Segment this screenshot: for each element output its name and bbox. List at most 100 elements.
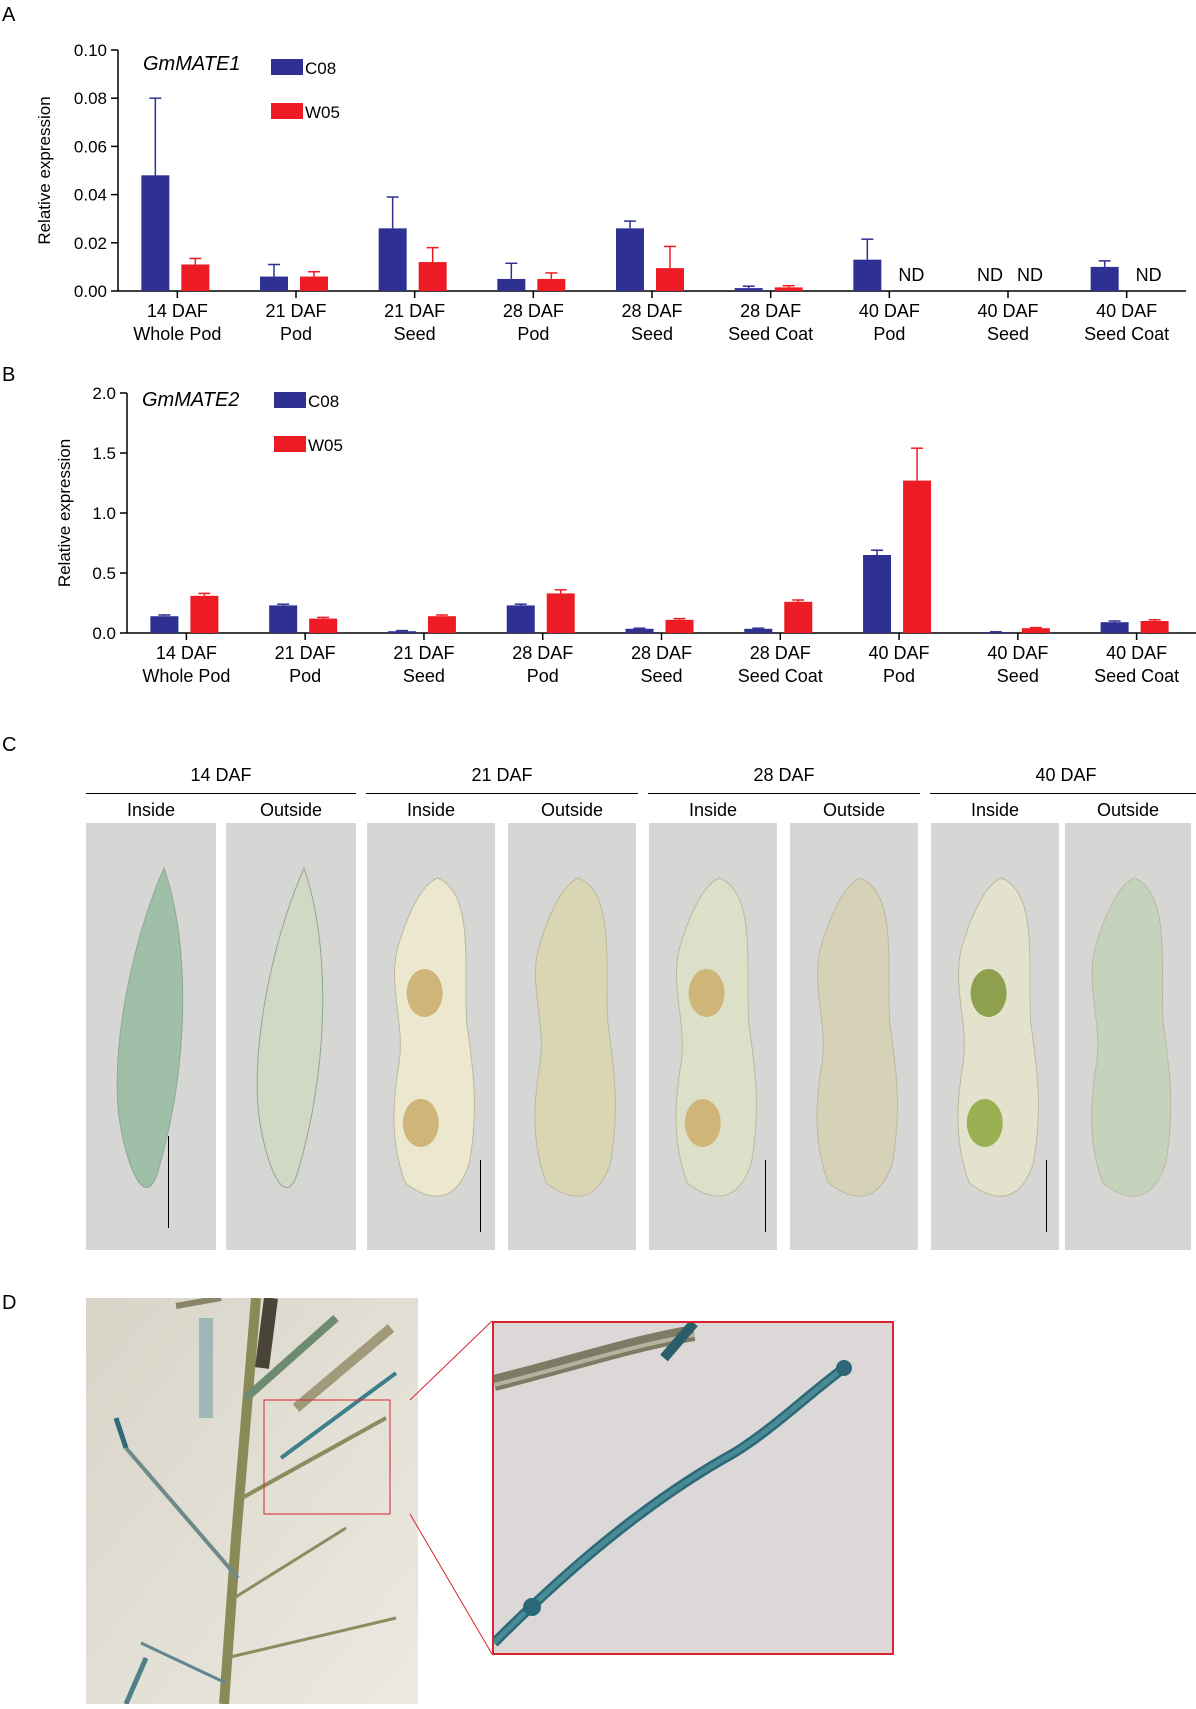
bar-c08 — [506, 605, 535, 633]
bar-w05 — [665, 619, 694, 633]
stage-divider — [648, 793, 920, 794]
legend-label-w05: W05 — [305, 103, 340, 122]
panel-letter-a: A — [2, 4, 16, 26]
x-tick-label: 14 DAF — [156, 643, 217, 663]
x-tick-label: 28 DAF — [503, 301, 564, 321]
bar-w05 — [903, 480, 932, 633]
y-axis-label: Relative expression — [55, 439, 74, 587]
plant-branch-photo — [86, 1295, 418, 1705]
pod-photo — [508, 823, 636, 1250]
x-tick-label: 40 DAF — [869, 643, 930, 663]
x-tick-label: 21 DAF — [393, 643, 454, 663]
side-label: Outside — [259, 800, 323, 820]
side-label: Inside — [406, 800, 456, 820]
bar-c08 — [734, 288, 763, 291]
panel-letter-d: D — [2, 1292, 17, 1314]
nd-label: ND — [977, 265, 1003, 285]
legend-label-c08: C08 — [308, 392, 339, 411]
scale-bar — [765, 1160, 766, 1232]
chart-gmmate1: 0.00 0.02 0.04 0.06 0.08 0.10 Relative express… — [35, 41, 1186, 344]
bar-w05 — [1140, 621, 1169, 633]
bar-w05 — [537, 278, 566, 291]
stage-label: 21 DAF — [471, 765, 533, 785]
x-tick-label: Seed — [394, 324, 436, 344]
stage-label: 28 DAF — [753, 765, 815, 785]
stage-divider — [86, 793, 356, 794]
bar-c08 — [387, 631, 416, 633]
bar-w05 — [181, 264, 210, 291]
side-label: Inside — [970, 800, 1020, 820]
pod-photo — [86, 823, 216, 1250]
x-tick-label: 28 DAF — [740, 301, 801, 321]
legend-swatch-c08 — [274, 392, 306, 408]
stage-label: 40 DAF — [1035, 765, 1097, 785]
x-tick-label: Whole Pod — [142, 666, 230, 686]
stage-divider — [366, 793, 638, 794]
bar-w05 — [784, 601, 813, 633]
gene-label: GmMATE1 — [143, 53, 240, 75]
x-tick-label: 21 DAF — [275, 643, 336, 663]
pod-photo — [1065, 823, 1191, 1250]
side-label: Outside — [822, 800, 886, 820]
bar-c08 — [1090, 266, 1119, 291]
bar-w05 — [546, 593, 575, 633]
nd-label: ND — [898, 265, 924, 285]
bar-w05 — [656, 268, 684, 291]
x-tick-label: Seed — [997, 666, 1039, 686]
gene-label: GmMATE2 — [142, 389, 239, 411]
pod-photo — [790, 823, 918, 1250]
x-tick-label: Pod — [527, 666, 559, 686]
side-label: Outside — [540, 800, 604, 820]
x-tick-label: Whole Pod — [133, 324, 221, 344]
chart-gmmate2: 0.0 0.5 1.0 1.5 2.0 Relative expression GmMATE… — [55, 384, 1196, 686]
pod-photo — [226, 823, 356, 1250]
legend-swatch-w05 — [274, 436, 306, 452]
x-tick-label: 40 DAF — [1106, 643, 1167, 663]
x-tick-label: Seed Coat — [1094, 666, 1179, 686]
y-tick-label: 1.0 — [92, 504, 116, 523]
y-tick-label: 0.00 — [74, 282, 107, 301]
x-tick-label: Pod — [883, 666, 915, 686]
bar-w05 — [190, 595, 219, 633]
y-tick-label: 0.02 — [74, 234, 107, 253]
y-tick-label: 1.5 — [92, 444, 116, 463]
y-tick-label: 0.04 — [74, 186, 107, 205]
bar-c08 — [616, 228, 644, 291]
panel-letter-c: C — [2, 734, 17, 756]
y-tick-label: 0.06 — [74, 137, 107, 156]
y-tick-label: 2.0 — [92, 384, 116, 403]
x-tick-label: Pod — [280, 324, 312, 344]
bar-c08 — [853, 259, 882, 291]
bar-c08 — [269, 605, 298, 633]
bar-w05 — [418, 262, 447, 291]
x-tick-label: Seed Coat — [1084, 324, 1169, 344]
x-tick-label: 40 DAF — [987, 643, 1048, 663]
nd-label: ND — [1017, 265, 1043, 285]
x-tick-label: 40 DAF — [1096, 301, 1157, 321]
pod-photo — [367, 823, 495, 1250]
bar-c08 — [1100, 622, 1129, 633]
x-tick-label: Seed Coat — [738, 666, 823, 686]
bar-w05 — [427, 616, 456, 633]
inset-zoom-photo — [490, 1319, 894, 1655]
side-label: Outside — [1096, 800, 1160, 820]
x-tick-label: Seed — [403, 666, 445, 686]
x-tick-label: Seed — [631, 324, 673, 344]
bar-c08 — [744, 628, 773, 633]
bar-w05 — [774, 287, 803, 291]
bar-c08 — [378, 228, 407, 291]
x-tick-label: 28 DAF — [631, 643, 692, 663]
x-tick-label: Pod — [873, 324, 905, 344]
bar-c08 — [260, 276, 288, 291]
x-tick-label: 40 DAF — [859, 301, 920, 321]
bar-w05 — [1021, 628, 1050, 633]
x-tick-label: 28 DAF — [621, 301, 682, 321]
side-label: Inside — [688, 800, 738, 820]
nd-label: ND — [1136, 265, 1162, 285]
stage-label: 14 DAF — [190, 765, 252, 785]
x-tick-label: 14 DAF — [147, 301, 208, 321]
x-tick-label: 40 DAF — [977, 301, 1038, 321]
pod-photo — [649, 823, 777, 1250]
bar-c08 — [497, 278, 526, 291]
x-tick-label: Seed — [640, 666, 682, 686]
